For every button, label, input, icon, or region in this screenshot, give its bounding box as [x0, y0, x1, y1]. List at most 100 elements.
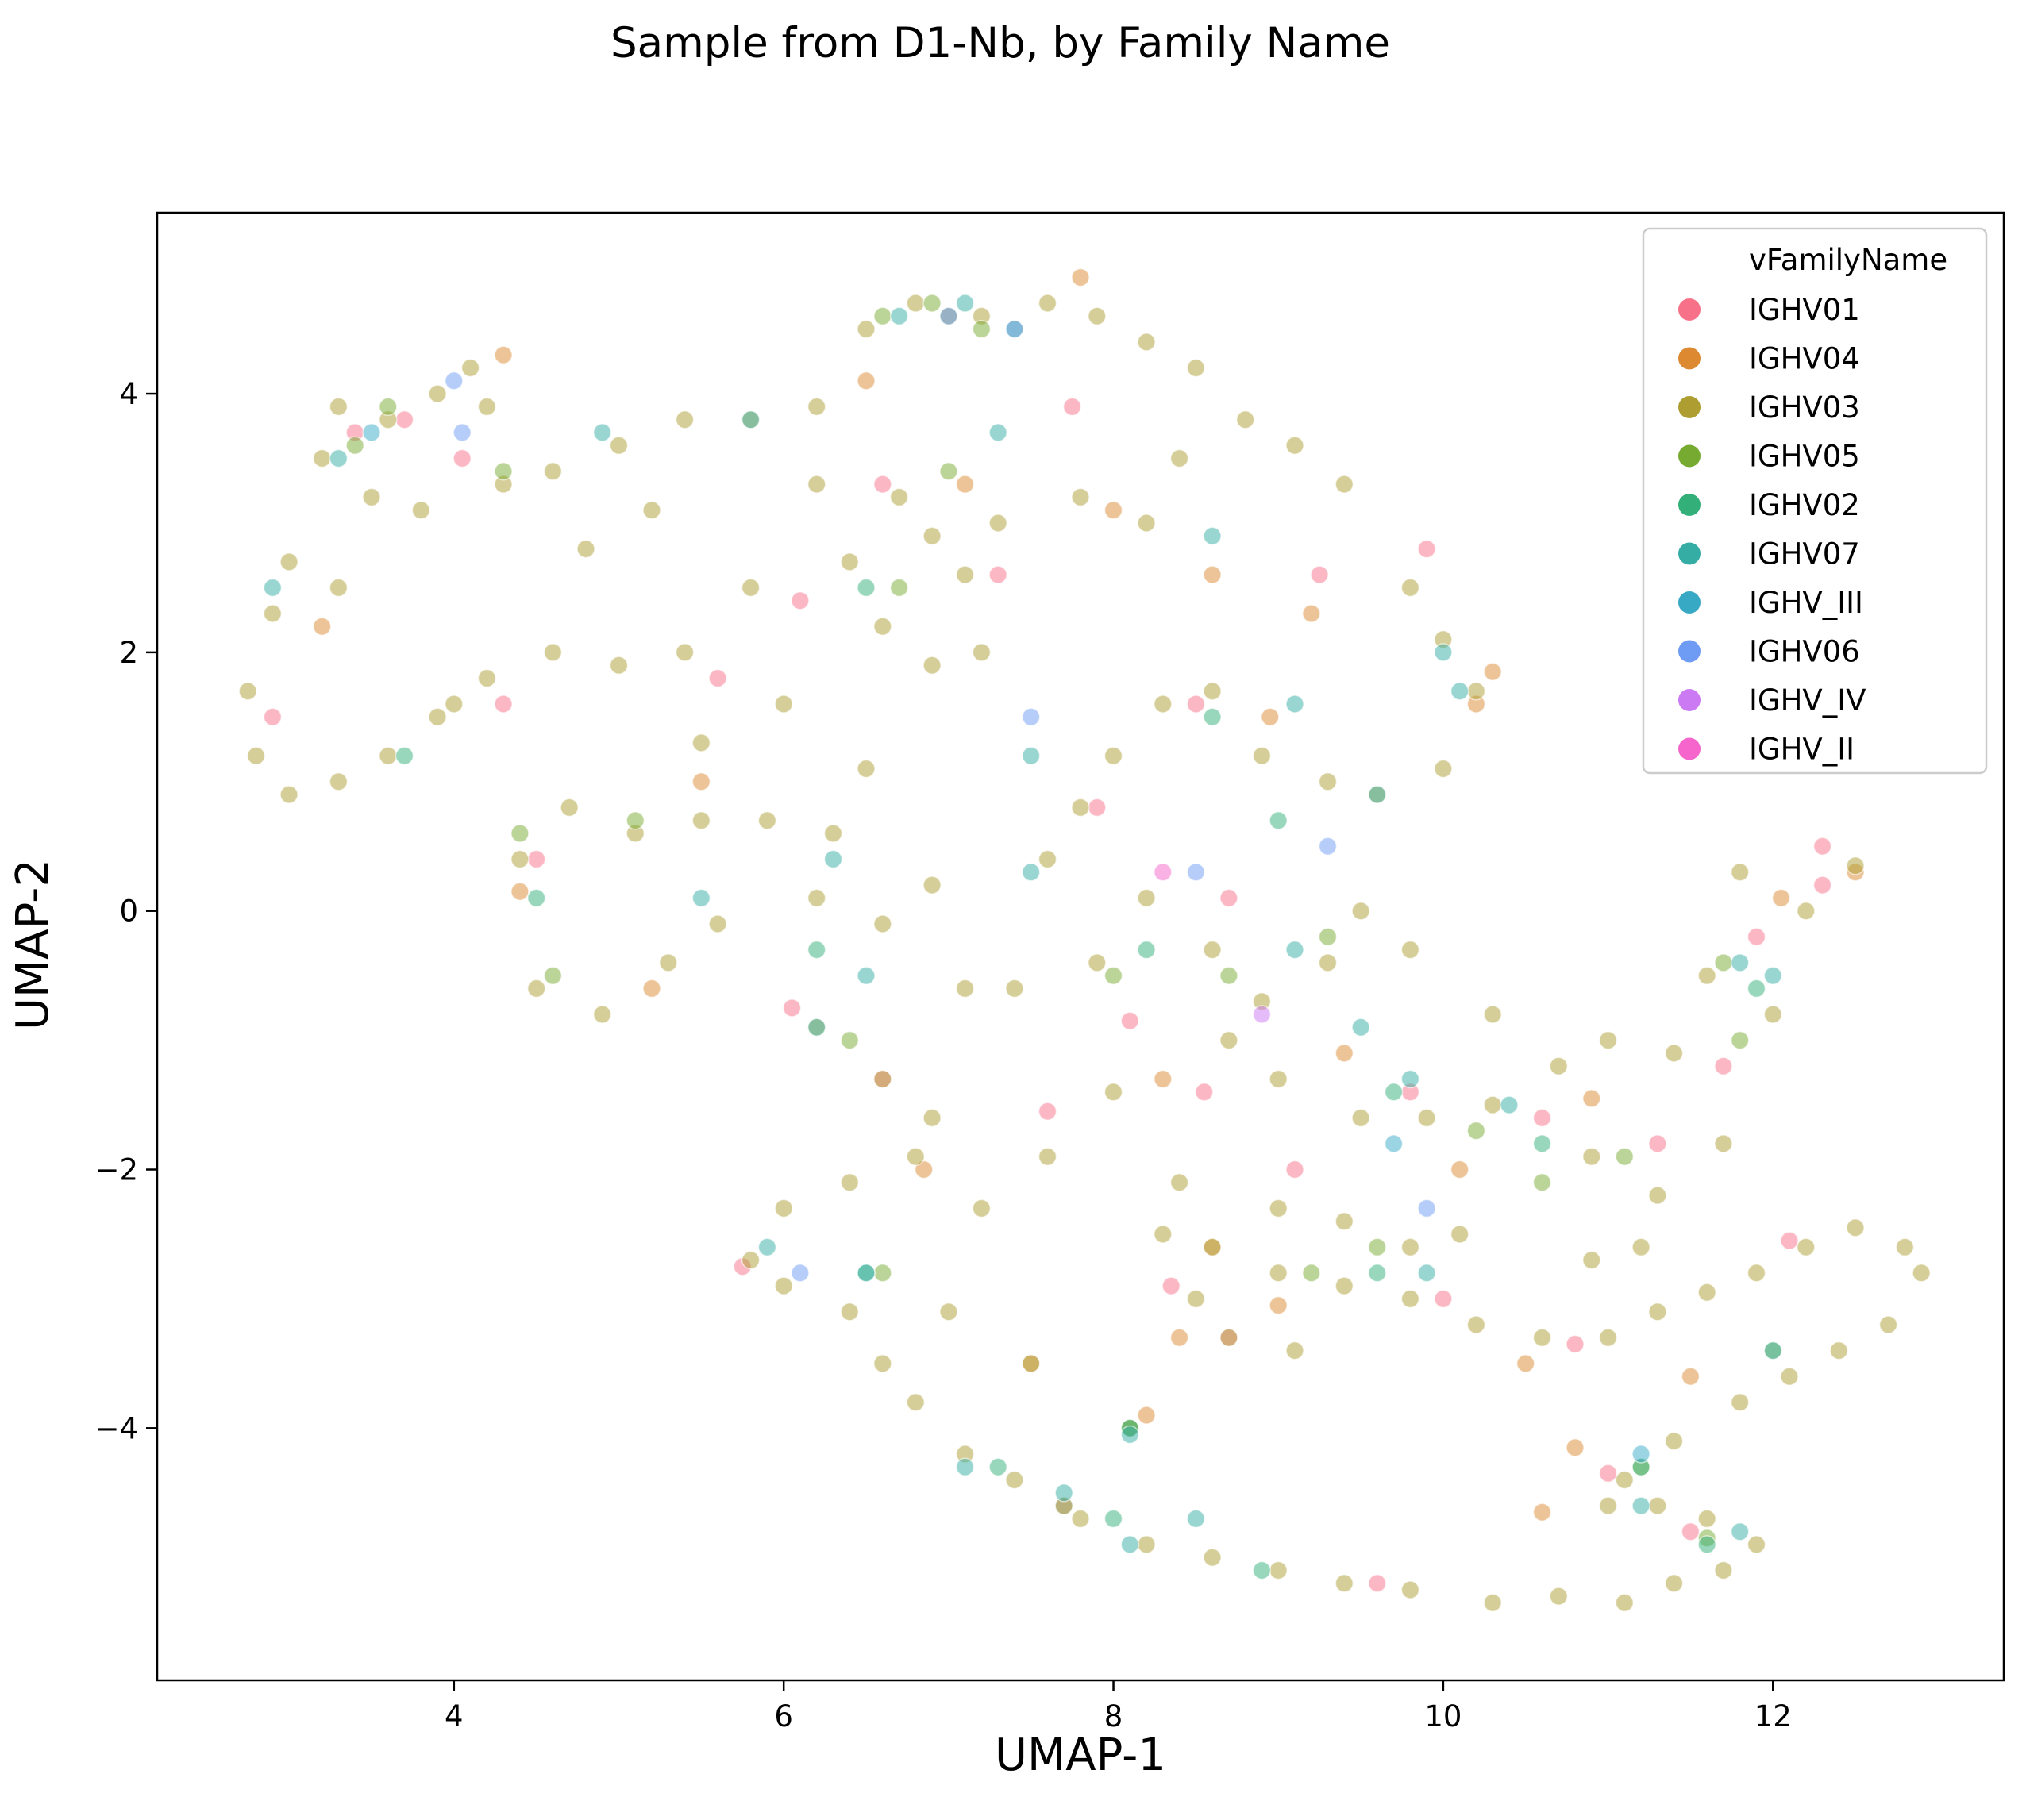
scatter-point-ighv03	[1714, 1560, 1733, 1580]
scatter-point-ighv07	[691, 888, 711, 908]
scatter-point-ighv03	[1088, 306, 1107, 326]
scatter-point-ighv03	[1747, 1264, 1766, 1283]
scatter-point-ighv03	[1466, 1315, 1486, 1334]
scatter-point-ighv07	[988, 423, 1007, 442]
scatter-point-ighv04	[1483, 662, 1502, 682]
scatter-point-ighv03	[708, 914, 727, 933]
scatter-point-ighv01	[1368, 1574, 1387, 1593]
scatter-point-ighv05	[873, 306, 892, 326]
x-tick-label: 8	[1104, 1699, 1123, 1733]
scatter-point-ighv01	[1310, 565, 1329, 584]
scatter-point-ighv04	[510, 882, 530, 902]
scatter-point-ighv03	[1483, 1593, 1502, 1613]
legend-marker-ighv02	[1678, 494, 1701, 516]
scatter-point-ighv03	[526, 979, 546, 998]
scatter-point-ighv01	[1681, 1522, 1701, 1541]
scatter-point-ighv04	[1771, 888, 1791, 908]
scatter-point-ighv01	[1186, 695, 1206, 714]
scatter-point-ighv01	[1714, 1056, 1733, 1075]
scatter-point-ighv05	[1730, 1030, 1750, 1050]
scatter-point-ighv07	[1400, 1069, 1420, 1089]
scatter-point-ighv03	[1483, 1095, 1502, 1114]
scatter-point-ighv07	[1763, 966, 1783, 985]
scatter-point-ighv05	[543, 966, 563, 985]
scatter-point-ighv07	[263, 578, 283, 598]
scatter-point-ighv01	[988, 565, 1007, 584]
scatter-point-ighv03	[1203, 682, 1222, 701]
scatter-point-ighv03	[1846, 856, 1865, 875]
scatter-point-ighv03	[1664, 1574, 1684, 1593]
scatter-point-ighv03	[955, 979, 975, 998]
scatter-point-ighv01	[494, 695, 513, 714]
scatter-point-ighv03	[1797, 901, 1816, 921]
scatter-point-ighv03	[238, 682, 257, 701]
scatter-point-ighv03	[889, 487, 909, 507]
axes-frame	[156, 211, 2005, 1682]
scatter-point-ighv07	[1285, 695, 1304, 714]
scatter-point-ighv03	[1615, 1470, 1635, 1490]
scatter-point-ighv04	[1582, 1089, 1601, 1108]
scatter-point-ighv05	[379, 397, 398, 417]
x-axis-ticks: 4 6 8 10 12	[445, 1680, 1792, 1733]
scatter-point-ighv03	[1071, 798, 1090, 818]
scatter-point-ighv03	[840, 1302, 860, 1322]
scatter-point-ighv03	[1895, 1237, 1915, 1257]
scatter-point-ighv05	[1219, 966, 1238, 985]
scatter-point-ighv03	[1466, 682, 1486, 701]
scatter-point-ighv03	[691, 810, 711, 830]
scatter-point-ighv03	[642, 500, 661, 520]
scatter-point-ighv-iii	[1631, 1445, 1650, 1464]
legend-label-ighv02: IGHV02	[1749, 488, 1860, 522]
scatter-point-ighv03	[823, 824, 843, 843]
scatter-point-ighv05	[510, 824, 530, 843]
scatter-point-ighv01	[1812, 875, 1832, 895]
scatter-point-ighv05	[889, 578, 909, 598]
scatter-point-ighv03	[1615, 1593, 1635, 1613]
scatter-point-ighv03	[1318, 772, 1338, 791]
scatter-point-ighv03	[906, 294, 926, 313]
scatter-point-ighv03	[576, 539, 595, 559]
scatter-point-ighv05	[1466, 1121, 1486, 1141]
scatter-point-ighv03	[1598, 1496, 1618, 1515]
scatter-point-ighv03	[1400, 1289, 1420, 1309]
scatter-point-ighv01	[1434, 1289, 1453, 1309]
scatter-point-ighv-iv	[1252, 1005, 1272, 1024]
scatter-point-ighv02	[1252, 1560, 1272, 1580]
scatter-point-ighv01	[1812, 837, 1832, 856]
scatter-point-ighv04	[1104, 500, 1123, 520]
scatter-point-ighv03	[857, 319, 876, 339]
scatter-point-ighv06	[1186, 863, 1206, 882]
scatter-point-ighv03	[1797, 1237, 1816, 1257]
scatter-point-ighv07	[1021, 746, 1041, 765]
scatter-point-ighv03	[1137, 333, 1156, 352]
figure-title: Sample from D1-Nb, by Family Name	[610, 19, 1390, 67]
scatter-point-ighv03	[1598, 1328, 1618, 1348]
scatter-point-ighv03	[972, 1199, 992, 1218]
scatter-point-ighv01	[453, 448, 472, 468]
scatter-point-ighv03	[411, 500, 431, 520]
scatter-point-ighv07	[1763, 1341, 1783, 1360]
y-axis-ticks: −4 −2 0 2 4	[94, 377, 157, 1445]
scatter-point-ighv03	[807, 888, 826, 908]
scatter-point-ighv05	[345, 436, 364, 455]
scatter-point-ighv04	[494, 345, 513, 364]
scatter-point-ighv03	[1186, 1289, 1206, 1309]
scatter-point-ighv03	[1648, 1496, 1667, 1515]
scatter-point-ighv03	[873, 1069, 892, 1089]
scatter-point-ighv03	[1697, 966, 1716, 985]
scatter-point-ighv03	[1104, 746, 1123, 765]
scatter-point-ighv04	[1261, 707, 1280, 727]
scatter-point-ighv05	[922, 294, 942, 313]
scatter-point-ighv03	[1434, 759, 1453, 779]
scatter-point-ighv03	[1400, 1237, 1420, 1257]
scatter-point-ighv02	[857, 578, 876, 598]
scatter-point-ighv03	[477, 668, 497, 688]
scatter-point-ighv07	[857, 1264, 876, 1283]
scatter-point-ighv01	[1161, 1276, 1181, 1295]
scatter-point-ighv03	[1549, 1587, 1569, 1606]
scatter-point-ighv01	[526, 849, 546, 869]
scatter-point-ighv03	[428, 384, 447, 403]
legend-label-ighv07: IGHV07	[1749, 537, 1860, 571]
scatter-point-ighv06	[1318, 837, 1338, 856]
